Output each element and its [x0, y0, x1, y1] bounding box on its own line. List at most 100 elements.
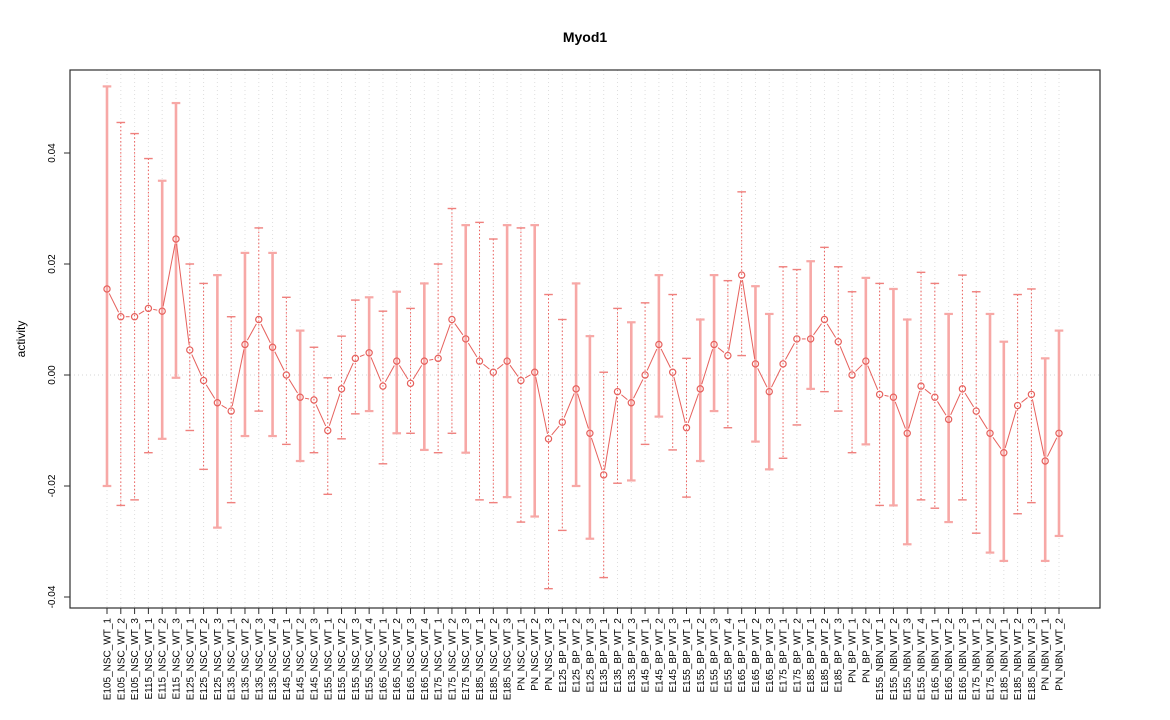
series-segment	[728, 279, 742, 351]
y-tick-label: 0.02	[47, 254, 58, 274]
x-tick-label: E105_NSC_WT_1	[103, 618, 114, 701]
data-point	[599, 471, 608, 479]
series-segment	[138, 310, 145, 315]
series-segment	[398, 365, 409, 380]
x-tick-label: E135_BP_WT_1	[599, 618, 610, 693]
x-tick-label: E185_BP_WT_2	[820, 618, 831, 693]
data-point	[393, 357, 401, 365]
x-tick-label: E165_NBN_WT_2	[944, 618, 955, 701]
series-segment	[221, 404, 228, 409]
data-point	[751, 360, 760, 368]
x-tick-label: E135_NSC_WT_3	[254, 618, 265, 701]
series-segment	[439, 324, 451, 354]
series-segment	[483, 363, 490, 370]
series-segment	[328, 393, 341, 426]
x-tick-label: PN_NBN_WT_1	[1041, 618, 1052, 691]
data-point	[1041, 457, 1049, 465]
series-segment	[839, 346, 851, 371]
x-tick-label: E125_BP_WT_1	[558, 618, 569, 693]
x-tick-label: E155_NBN_WT_4	[917, 618, 928, 701]
series-segment	[343, 362, 354, 385]
series-segment	[108, 293, 120, 313]
x-tick-label: E145_BP_WT_2	[654, 618, 665, 693]
series-segment	[288, 378, 298, 394]
x-tick-label: E115_NSC_WT_2	[158, 618, 169, 700]
data-point	[875, 390, 884, 399]
y-tick-label: 0.00	[47, 365, 58, 385]
series-segment	[867, 365, 879, 390]
data-point	[820, 315, 829, 324]
x-tick-label: E185_NSC_WT_2	[489, 618, 500, 701]
x-tick-label: E175_NBN_WT_1	[972, 618, 983, 701]
data-point	[793, 335, 801, 343]
x-tick-label: PN_NSC_WT_2	[530, 618, 541, 691]
series-segment	[274, 351, 285, 371]
data-point	[972, 407, 980, 415]
series-segment	[646, 348, 658, 371]
gridlines	[70, 70, 1100, 608]
series-segment	[412, 365, 423, 380]
x-tick-label: E155_NSC_WT_3	[351, 618, 362, 701]
series-segment	[577, 393, 589, 429]
data-point	[517, 376, 525, 385]
series-segment	[785, 343, 795, 360]
series-segment	[535, 377, 548, 435]
x-tick-label: E165_NSC_WT_3	[406, 618, 417, 701]
data-point	[572, 385, 580, 393]
data-point	[420, 357, 429, 365]
data-point	[765, 387, 773, 396]
data-point	[848, 371, 856, 379]
y-axis-label: activity	[14, 321, 28, 358]
data-point	[310, 396, 318, 404]
series-segment	[467, 342, 478, 358]
x-tick-label: E125_NSC_WT_3	[213, 618, 224, 701]
series-segment	[162, 243, 176, 307]
data-point	[117, 313, 125, 321]
series-segment	[1031, 399, 1045, 457]
x-tick-label: E155_BP_WT_4	[723, 618, 734, 693]
data-point	[158, 307, 166, 315]
plot-frame	[69, 69, 1101, 609]
series-segment	[563, 393, 575, 418]
data-point	[1000, 449, 1008, 457]
data-point	[213, 399, 222, 407]
series-segment	[454, 323, 464, 336]
data-point	[696, 385, 704, 393]
x-tick-label: E155_NBN_WT_3	[903, 618, 914, 701]
x-tick-label: E115_NSC_WT_1	[144, 618, 155, 700]
series-segment	[937, 401, 947, 416]
series-segment	[908, 390, 921, 429]
data-point	[917, 382, 925, 390]
x-tick-label: E125_NSC_WT_2	[199, 618, 210, 701]
series-segment	[894, 401, 906, 429]
x-tick-label: E125_NSC_WT_1	[185, 618, 196, 701]
series-segment	[950, 393, 961, 416]
x-tick-label: E155_BP_WT_3	[710, 618, 721, 693]
x-tick-label: E105_NSC_WT_2	[116, 618, 127, 701]
x-tick-label: E155_NSC_WT_2	[337, 618, 348, 701]
x-tick-label: E135_BP_WT_2	[613, 618, 624, 693]
series-segment	[496, 363, 504, 370]
data-point	[668, 368, 677, 376]
series-segment	[153, 308, 158, 311]
y-tick-label: 0.04	[47, 143, 58, 163]
data-point	[434, 354, 442, 363]
series-segment	[855, 364, 863, 372]
data-point	[641, 371, 649, 379]
data-point	[448, 315, 456, 324]
data-point	[130, 313, 139, 321]
series-segment	[315, 404, 327, 427]
series-segment	[1021, 397, 1028, 403]
x-tick-label: PN_NSC_WT_3	[544, 618, 555, 691]
data-point	[475, 357, 484, 365]
data-point	[503, 357, 511, 365]
data-point	[379, 382, 387, 390]
series-segment	[205, 384, 216, 399]
series-segment	[660, 348, 671, 368]
series-segment	[1004, 410, 1017, 449]
series-segment	[260, 323, 271, 343]
series-segment	[687, 393, 700, 424]
x-tick-label: E145_NSC_WT_3	[309, 618, 320, 701]
x-tick-label: E135_NSC_WT_1	[227, 618, 238, 701]
